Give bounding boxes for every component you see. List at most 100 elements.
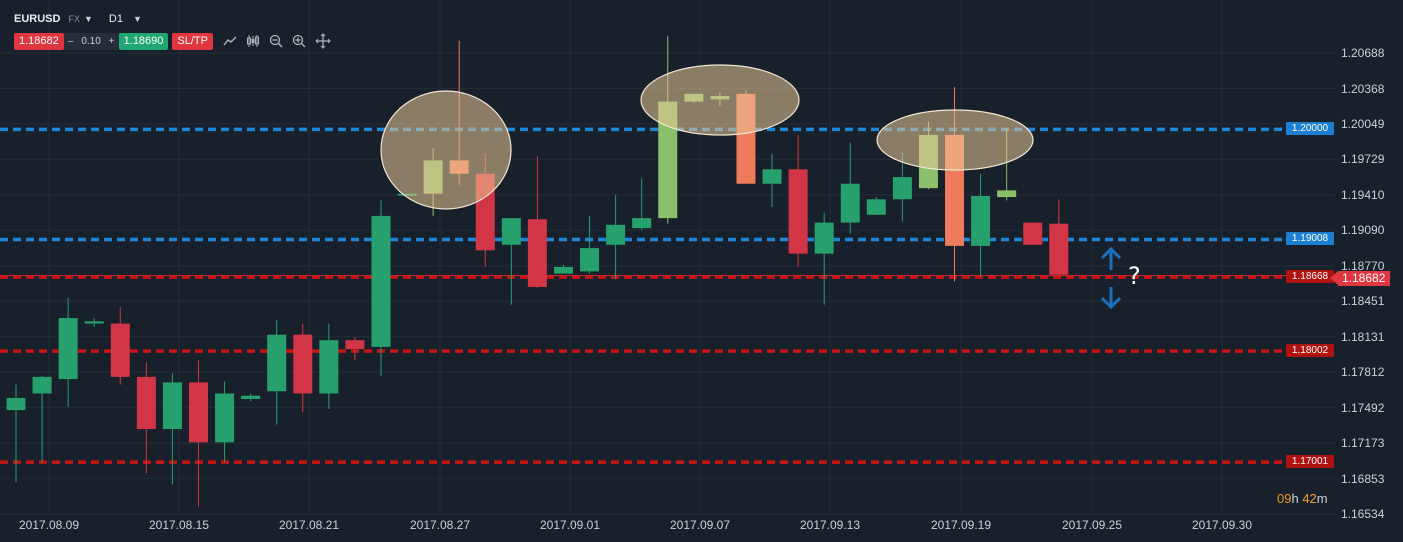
ellipse-annotation	[380, 90, 512, 210]
candle	[632, 178, 652, 231]
candle	[527, 155, 547, 289]
timeframe-selector[interactable]: D1	[108, 13, 123, 25]
sell-button[interactable]: 1.18682	[14, 32, 64, 50]
price-tick-label: 1.16534	[1341, 507, 1385, 521]
buy-button[interactable]: 1.18690	[118, 32, 169, 50]
symbol-dropdown-icon[interactable]: ▼	[83, 14, 93, 24]
sl-tp-button[interactable]: SL/TP	[172, 32, 213, 50]
quantity-stepper: – 0.10 +	[63, 32, 119, 50]
chart-tools	[223, 33, 331, 49]
price-tick-label: 1.17173	[1341, 436, 1385, 451]
candle	[162, 373, 182, 485]
candle	[840, 142, 860, 234]
candle-body	[1023, 222, 1043, 245]
crosshair-icon[interactable]	[315, 33, 331, 49]
candle	[658, 36, 678, 224]
question-mark-annotation: ?	[1128, 262, 1141, 290]
candle	[188, 360, 208, 507]
price-tick-label: 1.19090	[1341, 223, 1385, 238]
candle	[241, 393, 261, 402]
date-tick-label: 2017.09.01	[539, 518, 601, 532]
candle	[58, 298, 78, 407]
line-chart-icon[interactable]	[223, 35, 237, 47]
price-tick-label: 1.19729	[1341, 152, 1385, 167]
candle	[892, 151, 912, 222]
candle-timer: 09h 42m	[1277, 491, 1328, 506]
date-tick-label: 2017.08.09	[18, 518, 80, 532]
quantity-value[interactable]: 0.10	[81, 35, 101, 47]
price-tick-label: 1.18770	[1341, 258, 1385, 273]
level-price-tag: 1.17001	[1286, 455, 1334, 469]
date-tick-label: 2017.09.25	[1061, 518, 1123, 532]
candles-icon[interactable]	[246, 34, 260, 48]
candle-body	[110, 323, 130, 377]
level-price-tag: 1.19008	[1286, 232, 1334, 246]
candle	[788, 134, 808, 267]
date-tick-label: 2017.09.19	[930, 518, 992, 532]
arrow-up-head-icon	[1100, 246, 1122, 260]
timer-hours: 09	[1277, 491, 1292, 506]
quantity-minus-button[interactable]: –	[67, 35, 74, 47]
candle	[371, 200, 391, 376]
candle-body	[1049, 223, 1069, 275]
candle	[136, 362, 156, 474]
quantity-plus-button[interactable]: +	[108, 35, 115, 47]
date-tick-label: 2017.08.15	[148, 518, 210, 532]
date-tick-label: 2017.09.30	[1191, 518, 1253, 532]
arrow-down-head-icon	[1100, 296, 1122, 310]
candle-body	[215, 393, 235, 443]
candle	[215, 381, 235, 463]
candle	[6, 384, 26, 483]
level-price-tag: 1.18002	[1286, 344, 1334, 358]
candle-body	[606, 224, 626, 245]
candle-body	[501, 218, 521, 245]
candle-body	[788, 169, 808, 254]
candle-body	[84, 321, 104, 324]
candle-body	[892, 177, 912, 200]
candle-body	[762, 169, 782, 184]
candle-body	[527, 219, 547, 287]
candle-body	[840, 183, 860, 223]
price-tick-label: 1.20688	[1341, 46, 1385, 60]
symbol-name[interactable]: EURUSD	[14, 13, 61, 25]
zoom-out-icon[interactable]	[269, 34, 283, 48]
timer-minutes-unit: m	[1316, 491, 1328, 506]
date-tick-label: 2017.08.27	[409, 518, 471, 532]
level-price-tag: 1.18668	[1286, 270, 1334, 284]
candle-body	[814, 222, 834, 254]
candle-body	[345, 340, 365, 350]
candle	[762, 153, 782, 208]
candle	[971, 173, 991, 276]
candle	[606, 194, 626, 280]
candle	[267, 320, 287, 425]
market-type: FX	[68, 14, 80, 24]
price-tick-label: 1.18131	[1341, 329, 1385, 344]
candle-body	[997, 190, 1017, 198]
timeframe-dropdown-icon[interactable]: ▼	[132, 14, 142, 24]
price-tick-label: 1.18451	[1341, 294, 1385, 309]
zoom-in-icon[interactable]	[292, 34, 306, 48]
price-tick-label: 1.20049	[1341, 116, 1385, 131]
candle	[32, 375, 52, 463]
candle	[501, 218, 521, 305]
candle	[319, 323, 339, 410]
candle-body	[188, 382, 208, 443]
candle-body	[553, 266, 573, 274]
symbol-bar: EURUSD FX ▼ D1 ▼	[14, 10, 142, 28]
candle-body	[162, 382, 182, 429]
candle-body	[6, 397, 26, 411]
candle	[553, 264, 573, 274]
candle-body	[241, 395, 261, 400]
candle	[814, 212, 834, 305]
candle	[1023, 222, 1043, 245]
timer-hours-unit: h	[1291, 491, 1299, 506]
trade-bar: 1.18682 – 0.10 + 1.18690 SL/TP	[14, 32, 331, 50]
candle	[866, 197, 886, 215]
ellipse-annotation	[640, 64, 800, 136]
price-tick-label: 1.17492	[1341, 400, 1385, 415]
ellipse-annotation	[876, 109, 1034, 171]
date-tick-label: 2017.08.21	[278, 518, 340, 532]
ellipse-annotations	[380, 64, 1034, 210]
